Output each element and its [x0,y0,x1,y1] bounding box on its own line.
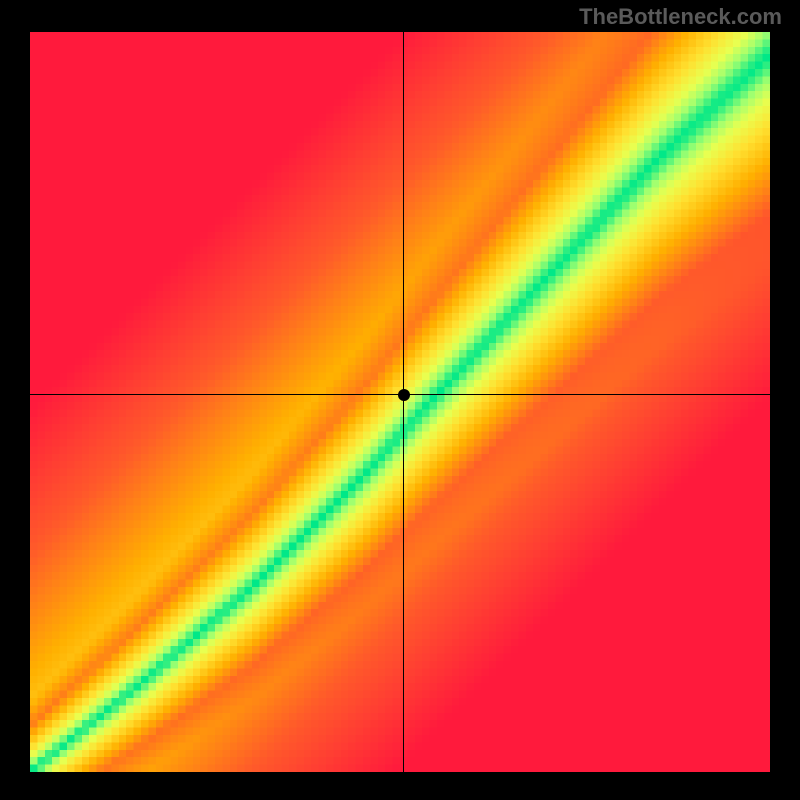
watermark-text: TheBottleneck.com [579,4,782,30]
bottleneck-heatmap [30,32,770,772]
balance-point-marker [398,389,410,401]
crosshair-vertical [403,32,404,772]
